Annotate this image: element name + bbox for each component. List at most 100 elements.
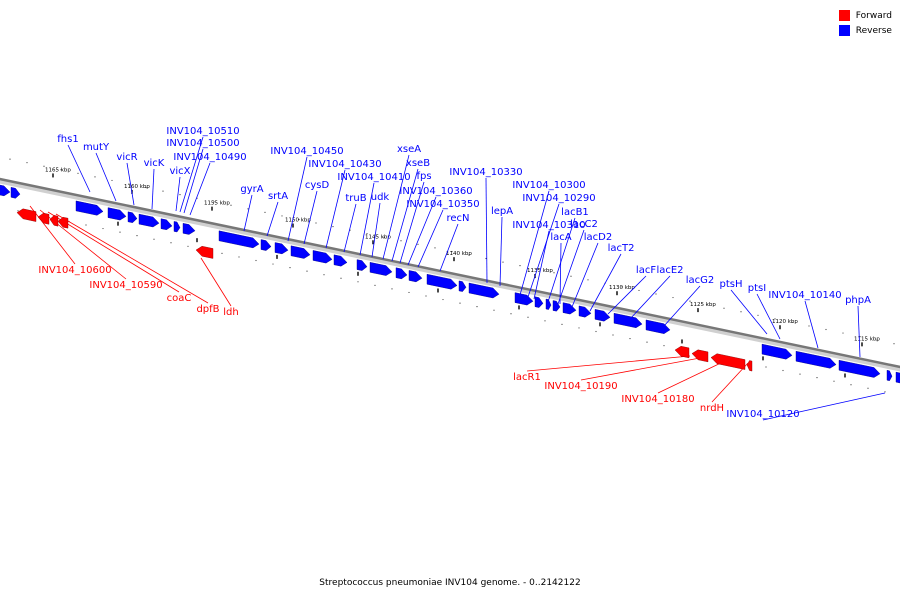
reverse-gene-arrow[interactable] — [138, 213, 160, 228]
forward-gene-arrow[interactable] — [16, 208, 37, 222]
reverse-gene-label-inv104-10310[interactable]: INV104_10310 — [512, 220, 585, 231]
reverse-gene-arrow[interactable] — [552, 300, 561, 312]
forward-gene-label-lacr1[interactable]: lacR1 — [513, 372, 541, 383]
reverse-gene-label-inv104-10490[interactable]: INV104_10490 — [173, 152, 246, 163]
reverse-gene-label-inv104-10360[interactable]: INV104_10360 — [399, 186, 472, 197]
reverse-gene-label-ptsi[interactable]: ptsI — [748, 283, 766, 294]
dot — [765, 366, 767, 368]
forward-gene-arrow[interactable] — [746, 360, 753, 372]
forward-gene-arrow[interactable] — [49, 215, 59, 227]
reverse-gene-arrow[interactable] — [274, 242, 289, 255]
forward-gene-label-ldh[interactable]: ldh — [223, 307, 238, 318]
reverse-gene-label-xseb[interactable]: xseB — [406, 158, 430, 169]
reverse-gene-arrow[interactable] — [886, 369, 893, 382]
reverse-gene-label-inv104-10350[interactable]: INV104_10350 — [406, 199, 479, 210]
reverse-gene-label-inv104-10410[interactable]: INV104_10410 — [337, 172, 410, 183]
dot — [587, 279, 589, 281]
reverse-gene-label-lact2[interactable]: lacT2 — [608, 243, 635, 254]
reverse-gene-label-cysd[interactable]: cysD — [305, 180, 330, 191]
forward-gene-arrow[interactable] — [57, 216, 69, 229]
reverse-gene-arrow[interactable] — [458, 280, 467, 292]
reverse-gene-arrow[interactable] — [10, 187, 21, 199]
reverse-gene-arrow[interactable] — [578, 305, 592, 318]
reverse-gene-label-trub[interactable]: truB — [345, 193, 366, 204]
forward-gene-label-inv104-10600[interactable]: INV104_10600 — [38, 265, 111, 276]
reverse-gene-arrow[interactable] — [173, 221, 181, 233]
forward-gene-arrow[interactable] — [37, 212, 50, 225]
reverse-gene-arrow[interactable] — [545, 298, 552, 310]
reverse-gene-label-lacc2[interactable]: lacC2 — [570, 219, 598, 230]
reverse-gene-label-lacg2[interactable]: lacG2 — [686, 275, 715, 286]
reverse-gene-label-udk[interactable]: udk — [371, 192, 390, 203]
reverse-gene-arrow[interactable] — [312, 250, 333, 264]
forward-gene-label-dpfb[interactable]: dpfB — [196, 304, 219, 315]
reverse-gene-label-gyra[interactable]: gyrA — [240, 184, 263, 195]
reverse-gene-label-ptsh[interactable]: ptsH — [720, 279, 743, 290]
reverse-gene-label-inv104-10450[interactable]: INV104_10450 — [270, 146, 343, 157]
reverse-gene-label-lacb1[interactable]: lacB1 — [561, 207, 589, 218]
reverse-gene-label-srta[interactable]: srtA — [268, 191, 288, 202]
reverse-gene-arrow[interactable] — [333, 254, 348, 267]
reverse-gene-arrow[interactable] — [514, 292, 534, 306]
dot — [502, 261, 504, 263]
reverse-gene-label-phpa[interactable]: phpA — [845, 295, 871, 306]
reverse-gene-arrow[interactable] — [395, 267, 408, 280]
reverse-gene-label-fps[interactable]: fps — [416, 171, 431, 182]
reverse-gene-label-lace2[interactable]: lacE2 — [656, 265, 683, 276]
reverse-gene-arrow[interactable] — [127, 211, 138, 223]
reverse-gene-arrow[interactable] — [562, 302, 577, 315]
reverse-gene-arrow[interactable] — [0, 184, 11, 197]
reverse-gene-label-lacd2[interactable]: lacD2 — [584, 232, 612, 243]
forward-gene-arrow[interactable] — [691, 349, 709, 363]
reverse-gene-arrow[interactable] — [594, 309, 611, 322]
dot — [357, 281, 359, 283]
reverse-gene-leader — [359, 182, 375, 256]
reverse-gene-arrow[interactable] — [260, 239, 272, 251]
reverse-gene-arrow[interactable] — [356, 259, 368, 271]
forward-gene-label-inv104-10590[interactable]: INV104_10590 — [89, 280, 162, 291]
reverse-gene-arrow[interactable] — [107, 207, 127, 221]
reverse-gene-arrow[interactable] — [534, 296, 544, 308]
reverse-gene-label-inv104-10430[interactable]: INV104_10430 — [308, 159, 381, 170]
reverse-gene-label-inv104-10300[interactable]: INV104_10300 — [512, 180, 585, 191]
forward-gene-label-inv104-10180[interactable]: INV104_10180 — [621, 394, 694, 405]
reverse-gene-label-inv104-10510[interactable]: INV104_10510 — [166, 126, 239, 137]
reverse-gene-label-vicr[interactable]: vicR — [116, 152, 137, 163]
reverse-gene-label-inv104-10290[interactable]: INV104_10290 — [522, 193, 595, 204]
forward-gene-arrow[interactable] — [195, 245, 214, 259]
reverse-gene-arrow[interactable] — [895, 371, 900, 384]
reverse-gene-label-vicx[interactable]: vicX — [169, 166, 190, 177]
reverse-gene-arrow[interactable] — [761, 343, 793, 360]
reverse-gene-label-inv104-10500[interactable]: INV104_10500 — [166, 138, 239, 149]
reverse-gene-arrow[interactable] — [613, 312, 643, 329]
reverse-gene-label-recn[interactable]: recN — [446, 213, 469, 224]
reverse-gene-arrow[interactable] — [468, 282, 500, 299]
reverse-gene-label-laca[interactable]: lacA — [550, 232, 571, 243]
reverse-gene-label-lacf[interactable]: lacF — [636, 265, 656, 276]
dot — [408, 291, 410, 294]
reverse-gene-arrow[interactable] — [369, 262, 393, 276]
reverse-gene-arrow[interactable] — [75, 200, 104, 216]
reverse-gene-label-muty[interactable]: mutY — [83, 142, 110, 153]
reverse-gene-label-xsea[interactable]: xseA — [397, 144, 421, 155]
reverse-gene-arrow[interactable] — [218, 230, 260, 249]
forward-gene-arrow[interactable] — [710, 353, 746, 370]
reverse-gene-arrow[interactable] — [795, 350, 837, 369]
reverse-gene-label-inv104-10330[interactable]: INV104_10330 — [449, 167, 522, 178]
forward-gene-label-inv104-10190[interactable]: INV104_10190 — [544, 381, 617, 392]
forward-gene-arrow[interactable] — [674, 345, 690, 359]
reverse-gene-arrow[interactable] — [160, 218, 173, 231]
reverse-gene-label-vick[interactable]: vicK — [144, 158, 165, 169]
forward-gene-label-nrdh[interactable]: nrdH — [700, 403, 724, 414]
reverse-gene-arrow[interactable] — [290, 245, 311, 259]
reverse-gene-label-lepa[interactable]: lepA — [491, 206, 513, 217]
reverse-gene-arrow[interactable] — [645, 319, 671, 334]
reverse-gene-label-fhs1[interactable]: fhs1 — [57, 134, 78, 145]
reverse-gene-arrow[interactable] — [838, 359, 881, 378]
reverse-gene-arrow[interactable] — [426, 273, 458, 290]
reverse-gene-label-inv104-10120[interactable]: INV104_10120 — [726, 409, 799, 420]
forward-gene-label-coac[interactable]: coaC — [167, 293, 192, 304]
reverse-gene-arrow[interactable] — [182, 223, 196, 235]
reverse-gene-arrow[interactable] — [408, 270, 423, 283]
reverse-gene-label-inv104-10140[interactable]: INV104_10140 — [768, 290, 841, 301]
